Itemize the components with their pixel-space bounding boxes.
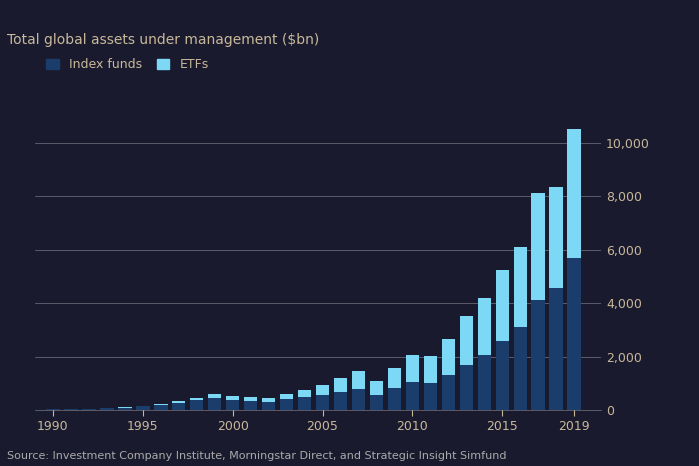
Bar (333, 392, 347, 410)
Bar (244, 401, 257, 410)
Bar (568, 258, 581, 410)
Bar (352, 389, 365, 410)
Bar (172, 401, 185, 403)
Bar (262, 398, 275, 402)
Bar (226, 400, 239, 410)
Bar (316, 385, 329, 395)
Text: Total global assets under management ($bn): Total global assets under management ($b… (7, 33, 319, 47)
Bar (442, 375, 455, 410)
Bar (226, 396, 239, 400)
Bar (370, 381, 383, 395)
Bar (549, 288, 563, 410)
Bar (46, 409, 59, 410)
Bar (531, 193, 545, 301)
Bar (352, 371, 365, 389)
Bar (298, 390, 311, 397)
Bar (424, 383, 437, 410)
Bar (459, 316, 473, 364)
Bar (496, 341, 509, 410)
Bar (388, 368, 401, 389)
Bar (370, 395, 383, 410)
Bar (244, 397, 257, 401)
Bar (280, 394, 294, 399)
Bar (100, 408, 113, 410)
Bar (549, 187, 563, 288)
Bar (82, 409, 96, 410)
Text: Source: Investment Company Institute, Morningstar Direct, and Strategic Insight : Source: Investment Company Institute, Mo… (7, 452, 507, 461)
Bar (280, 399, 294, 410)
Bar (154, 404, 168, 405)
Bar (514, 247, 527, 327)
Bar (531, 301, 545, 410)
Bar (208, 398, 222, 410)
Bar (442, 339, 455, 375)
Bar (298, 397, 311, 410)
Bar (405, 382, 419, 410)
Bar (496, 270, 509, 341)
Bar (64, 409, 78, 410)
Bar (333, 378, 347, 392)
Bar (136, 406, 150, 410)
Legend: Index funds, ETFs: Index funds, ETFs (41, 54, 214, 76)
Bar (568, 129, 581, 258)
Bar (262, 402, 275, 410)
Bar (190, 397, 203, 400)
Bar (118, 408, 131, 410)
Bar (459, 364, 473, 410)
Bar (514, 327, 527, 410)
Bar (208, 394, 222, 398)
Bar (154, 405, 168, 410)
Bar (190, 400, 203, 410)
Bar (172, 403, 185, 410)
Bar (424, 356, 437, 383)
Bar (477, 355, 491, 410)
Bar (316, 395, 329, 410)
Bar (388, 389, 401, 410)
Bar (405, 355, 419, 382)
Bar (477, 298, 491, 355)
